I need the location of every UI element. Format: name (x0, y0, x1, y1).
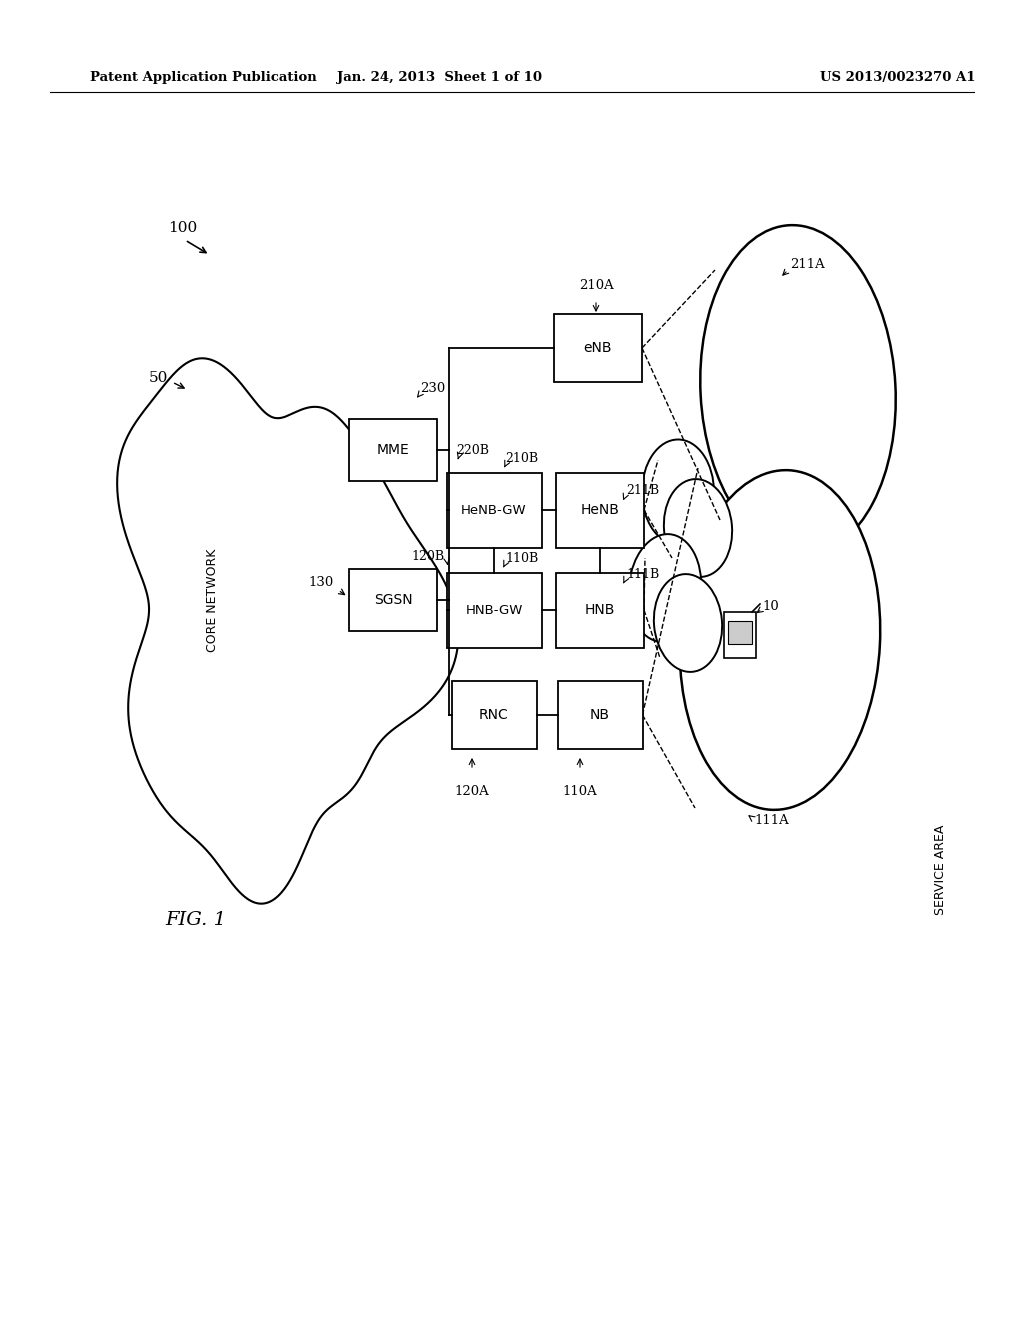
Text: 100: 100 (168, 220, 198, 235)
Text: 120A: 120A (455, 785, 489, 799)
Bar (446, 573, 542, 648)
Ellipse shape (664, 479, 732, 577)
Text: US 2013/0023270 A1: US 2013/0023270 A1 (820, 71, 976, 84)
Bar (349, 569, 437, 631)
Ellipse shape (654, 574, 722, 672)
Text: 110A: 110A (562, 785, 597, 799)
Bar (556, 573, 644, 648)
Bar (728, 620, 752, 644)
Text: eNB: eNB (584, 341, 612, 355)
Text: 110B: 110B (505, 552, 539, 565)
Polygon shape (117, 358, 459, 904)
Bar (452, 681, 537, 748)
Text: 10: 10 (762, 601, 778, 614)
Text: 230: 230 (420, 381, 445, 395)
Text: HNB-GW: HNB-GW (465, 603, 522, 616)
Bar (446, 473, 542, 548)
Bar (556, 473, 644, 548)
Ellipse shape (642, 440, 714, 544)
Text: HeNB-GW: HeNB-GW (461, 503, 526, 516)
Text: HNB: HNB (585, 603, 615, 616)
Ellipse shape (629, 535, 701, 642)
Ellipse shape (680, 470, 881, 810)
Bar (557, 681, 642, 748)
Text: 130: 130 (309, 576, 334, 589)
Text: 220B: 220B (456, 444, 489, 457)
Text: 210B: 210B (505, 451, 539, 465)
Text: FIG. 1: FIG. 1 (165, 911, 226, 929)
Text: Patent Application Publication: Patent Application Publication (90, 71, 316, 84)
Text: 111B: 111B (626, 568, 659, 581)
Text: SERVICE AREA: SERVICE AREA (934, 825, 946, 915)
Text: 211A: 211A (790, 257, 824, 271)
Text: Jan. 24, 2013  Sheet 1 of 10: Jan. 24, 2013 Sheet 1 of 10 (338, 71, 543, 84)
Text: MME: MME (377, 444, 410, 457)
Text: 120B: 120B (412, 549, 445, 562)
Text: 211B: 211B (626, 483, 659, 496)
Text: HeNB: HeNB (581, 503, 620, 517)
Text: 210A: 210A (580, 279, 614, 292)
Text: 111A: 111A (754, 813, 788, 826)
Bar (349, 418, 437, 480)
Bar (554, 314, 642, 381)
Text: NB: NB (590, 708, 610, 722)
Ellipse shape (700, 226, 896, 554)
Text: 50: 50 (148, 371, 168, 385)
Text: RNC: RNC (479, 708, 509, 722)
Text: CORE NETWORK: CORE NETWORK (206, 548, 218, 652)
Text: SGSN: SGSN (374, 593, 413, 607)
Bar (724, 612, 756, 657)
